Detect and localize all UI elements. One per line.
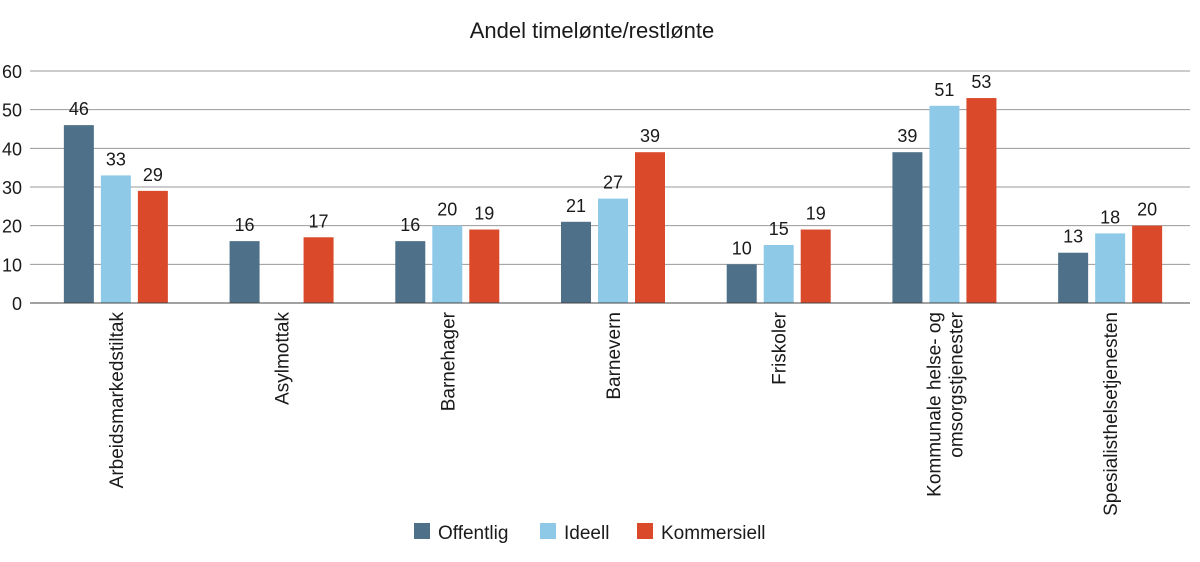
bar-kommersiell [469,229,500,303]
y-tick-label: 50 [2,101,22,121]
bar-offentlig [1058,252,1089,303]
bar-offentlig [892,152,923,303]
bar-kommersiell [303,237,334,303]
data-labels: 46 33 29 16 17 16 20 19 21 27 39 10 15 19 39 51 53 13 18 20 [69,72,1157,258]
chart-title: Andel timelønte/restlønte [470,18,715,43]
y-axis-ticks: 0 10 20 30 40 50 60 [2,62,22,314]
data-label: 39 [640,126,660,146]
data-label: 29 [143,165,163,185]
x-category-label: Kommunale helse- og [924,312,945,497]
x-category-label: Friskoler [770,311,791,385]
bar-ideell [100,175,131,303]
x-category-label: Asylmottak [273,312,294,405]
grid-lines [30,70,1190,265]
data-label: 10 [732,238,752,258]
data-label: 16 [400,215,420,235]
y-tick-label: 0 [12,294,22,314]
data-label: 20 [1137,200,1157,220]
data-label: 33 [106,149,126,169]
bar-kommersiell [635,152,665,303]
bar-ideell [763,245,794,303]
legend-label: Offentlig [438,523,508,544]
bar-ideell [929,105,960,303]
data-label: 51 [934,80,954,100]
bar-ideell [432,225,463,303]
data-label: 39 [897,126,917,146]
data-label: 27 [603,173,623,193]
legend: Offentlig Ideell Kommersiell [414,523,766,544]
data-label: 19 [474,204,494,224]
data-label: 46 [69,99,89,119]
data-label: 18 [1100,207,1120,227]
data-label: 17 [309,211,329,231]
legend-swatch-ideell [540,523,556,539]
data-label: 21 [566,196,586,216]
x-category-label: Barnehager [438,311,459,411]
legend-label: Ideell [564,523,609,544]
legend-swatch-offentlig [414,523,430,539]
x-category-label: Barnevern [604,312,625,400]
data-label: 19 [806,204,826,224]
legend-label: Kommersiell [661,523,766,544]
bar-offentlig [63,125,94,303]
bar-kommersiell [1132,225,1163,303]
x-axis-categories: Arbeidsmarkedstiltak Asylmottak Barnehager… [107,311,1122,516]
data-label: 20 [437,200,457,220]
y-tick-label: 20 [2,217,22,237]
bar-offentlig [229,241,260,303]
bar-offentlig [395,241,426,303]
bar-offentlig [561,221,591,303]
bars [63,98,1163,303]
data-label: 16 [235,215,255,235]
bar-ideell [598,198,628,303]
x-category-label: Arbeidsmarkedstiltak [107,312,128,489]
y-tick-label: 40 [2,139,22,159]
y-tick-label: 10 [2,255,22,275]
data-label: 13 [1063,227,1083,247]
x-category-label: Spesialisthelsetjenesten [1101,312,1122,516]
bar-kommersiell [966,98,997,303]
bar-kommersiell [800,229,831,303]
x-category-label: omsorgstjenester [946,311,967,457]
y-tick-label: 60 [2,62,22,82]
data-label: 15 [769,219,789,239]
y-tick-label: 30 [2,178,22,198]
bar-ideell [1095,233,1126,303]
bar-offentlig [726,264,757,303]
bar-kommersiell [137,190,168,303]
legend-swatch-kommersiell [637,523,653,539]
data-label: 53 [971,72,991,92]
